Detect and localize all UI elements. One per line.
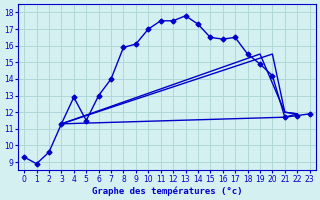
X-axis label: Graphe des températures (°c): Graphe des températures (°c)	[92, 186, 242, 196]
